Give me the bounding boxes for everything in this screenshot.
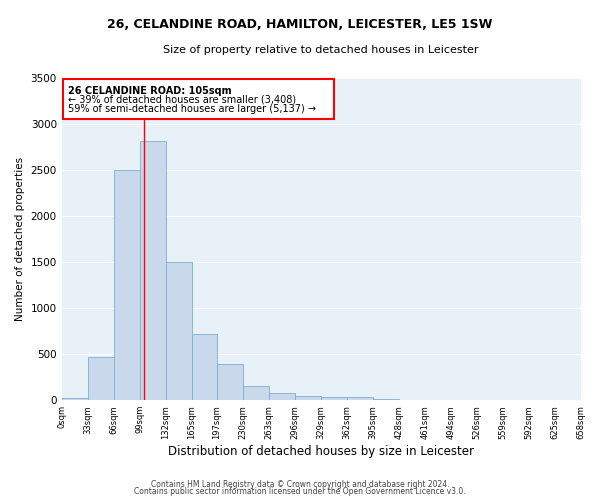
Text: Contains public sector information licensed under the Open Government Licence v3: Contains public sector information licen… <box>134 487 466 496</box>
Bar <box>321 396 347 400</box>
Bar <box>114 170 140 400</box>
Bar <box>166 262 192 400</box>
Bar <box>62 398 88 400</box>
Title: Size of property relative to detached houses in Leicester: Size of property relative to detached ho… <box>163 45 479 55</box>
Text: Contains HM Land Registry data © Crown copyright and database right 2024.: Contains HM Land Registry data © Crown c… <box>151 480 449 489</box>
Text: 26 CELANDINE ROAD: 105sqm: 26 CELANDINE ROAD: 105sqm <box>68 86 232 97</box>
Text: 59% of semi-detached houses are larger (5,137) →: 59% of semi-detached houses are larger (… <box>68 104 316 114</box>
Bar <box>217 364 243 400</box>
Bar <box>295 396 321 400</box>
Bar <box>347 398 373 400</box>
Bar <box>140 140 166 400</box>
Y-axis label: Number of detached properties: Number of detached properties <box>15 157 25 321</box>
X-axis label: Distribution of detached houses by size in Leicester: Distribution of detached houses by size … <box>168 444 474 458</box>
Bar <box>63 79 334 118</box>
Bar <box>269 394 295 400</box>
Bar <box>192 334 217 400</box>
Bar <box>88 357 114 400</box>
Text: 26, CELANDINE ROAD, HAMILTON, LEICESTER, LE5 1SW: 26, CELANDINE ROAD, HAMILTON, LEICESTER,… <box>107 18 493 30</box>
Bar <box>243 386 269 400</box>
Text: ← 39% of detached houses are smaller (3,408): ← 39% of detached houses are smaller (3,… <box>68 94 296 104</box>
